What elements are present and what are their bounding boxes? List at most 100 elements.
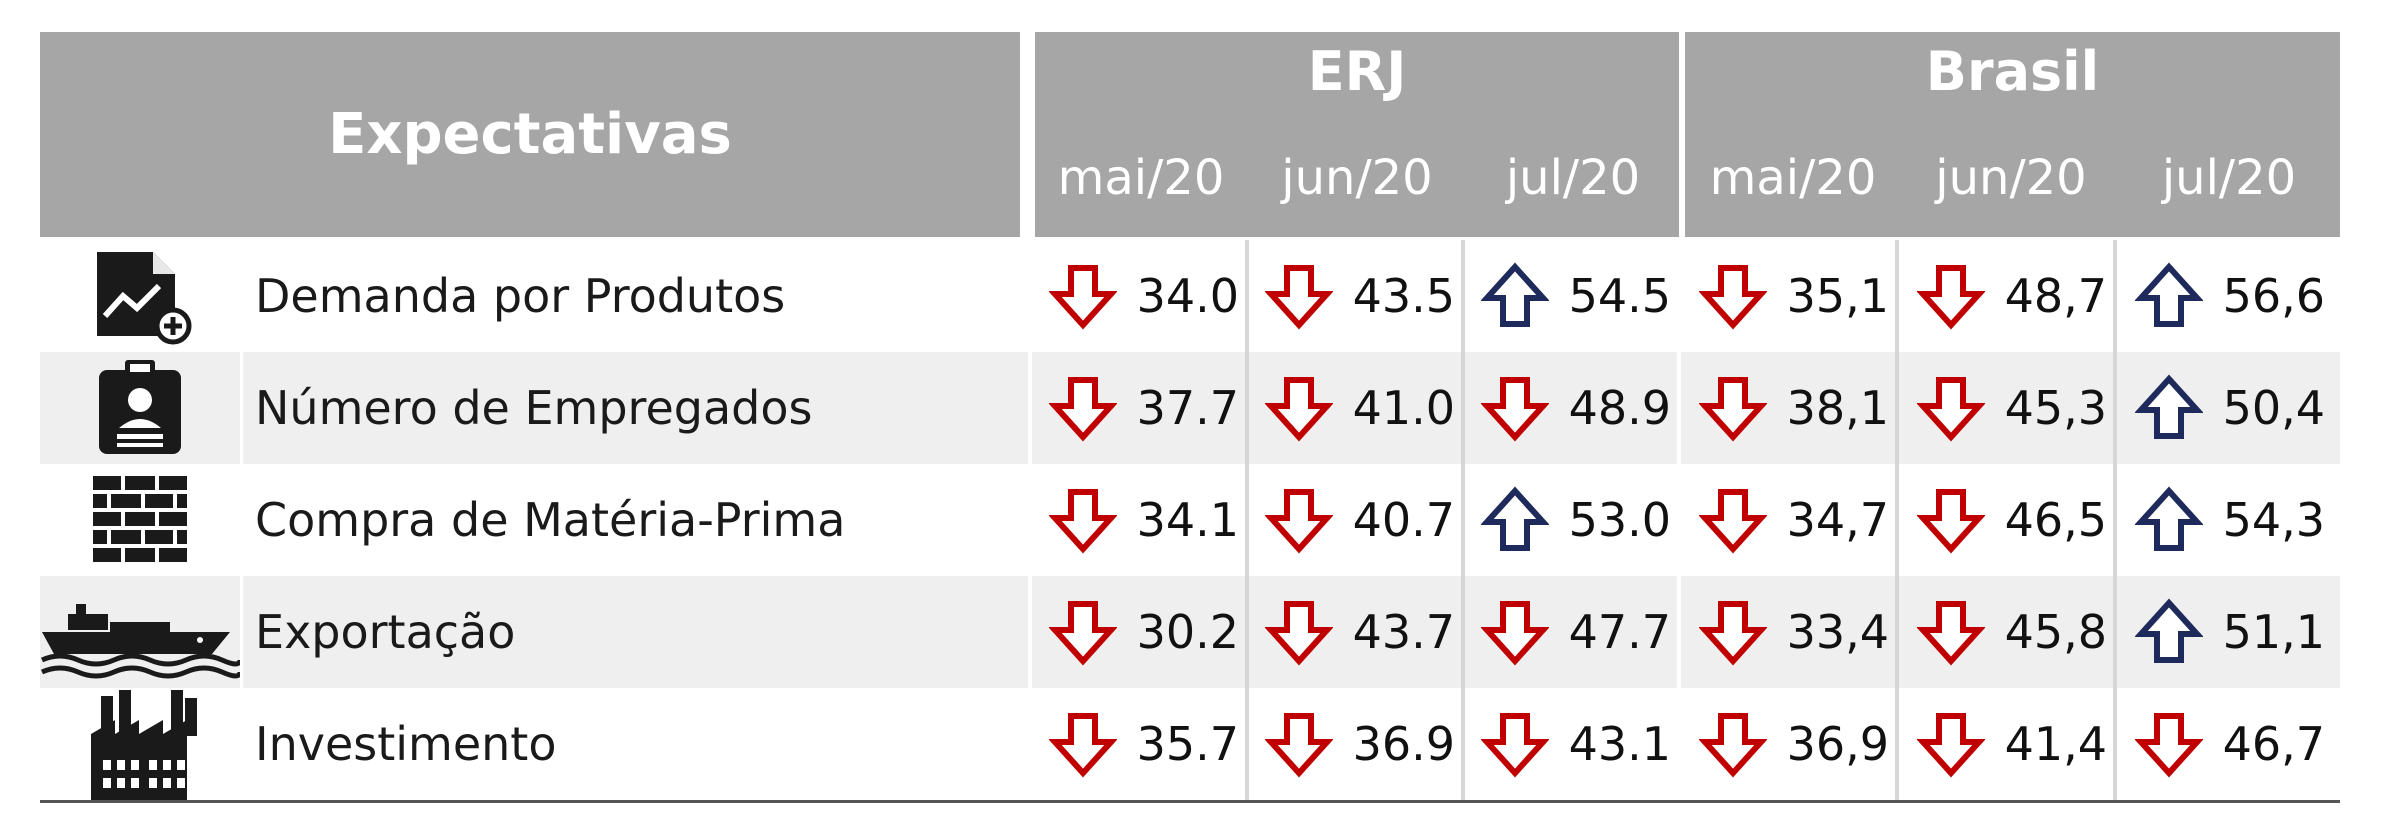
value: 38,1: [1786, 381, 1889, 435]
value-cell: 53.0: [1467, 464, 1679, 576]
period-label: mai/20: [1709, 150, 1877, 206]
value-cell: 46,5: [1903, 464, 2115, 576]
table-row: Investimento 35.7 36.9 43.1 36,9 41,4 46,7: [40, 688, 2340, 800]
value-cell: 54.5: [1467, 240, 1679, 352]
value: 54.5: [1568, 269, 1671, 323]
value-cell: 37.7: [1035, 352, 1247, 464]
value: 33,4: [1786, 605, 1889, 659]
table-row: Exportação 30.2 43.7 47.7 33,4 45,8 51,1: [40, 576, 2340, 688]
value: 35.7: [1136, 717, 1239, 771]
value: 36,9: [1786, 717, 1889, 771]
cargo-ship-icon: [40, 576, 240, 688]
value: 43.5: [1352, 269, 1455, 323]
expectations-table: Expectativas ERJ mai/20 jun/20 jul/20 Br…: [40, 32, 2340, 803]
value-cell: 48,7: [1903, 240, 2115, 352]
value: 43.7: [1352, 605, 1455, 659]
value-cell: 43.7: [1251, 576, 1463, 688]
factory-icon: [40, 688, 240, 800]
value: 47.7: [1568, 605, 1671, 659]
value-cell: 45,3: [1903, 352, 2115, 464]
table-row: Demanda por Produtos 34.0 43.5 54.5 35,1 48,7…: [40, 240, 2340, 352]
value: 34.0: [1136, 269, 1239, 323]
document-chart-plus-icon: [40, 240, 240, 352]
group-label: Brasil: [1925, 40, 2100, 103]
value-cell: 35.7: [1035, 688, 1247, 800]
value: 37.7: [1136, 381, 1239, 435]
value-cell: 43.1: [1467, 688, 1679, 800]
value: 50,4: [2222, 381, 2325, 435]
value-cell: 38,1: [1685, 352, 1897, 464]
header-divider: [1022, 32, 1035, 237]
period-label: jun/20: [1281, 150, 1433, 206]
group-label: ERJ: [1307, 40, 1407, 103]
cell-divider: [240, 464, 243, 576]
header-cell: [40, 32, 1020, 237]
column-divider: [1245, 240, 1249, 800]
value: 51,1: [2222, 605, 2325, 659]
value-cell: 54,3: [2121, 464, 2333, 576]
cell-divider: [240, 688, 243, 800]
value: 36.9: [1352, 717, 1455, 771]
column-divider: [1028, 240, 1032, 800]
group-header-brasil: Brasil mai/20 jun/20 jul/20: [1685, 32, 2340, 237]
value: 45,3: [2004, 381, 2107, 435]
table-row: Compra de Matéria-Prima 34.1 40.7 53.0 34,7 4…: [40, 464, 2340, 576]
value: 54,3: [2222, 493, 2325, 547]
value: 48.9: [1568, 381, 1671, 435]
value: 56,6: [2222, 269, 2325, 323]
value-cell: 51,1: [2121, 576, 2333, 688]
row-label: Investimento: [255, 717, 557, 771]
value-cell: 34.1: [1035, 464, 1247, 576]
value: 41.0: [1352, 381, 1455, 435]
period-label: jul/20: [2161, 150, 2297, 206]
employee-badge-icon: [40, 352, 240, 464]
value-cell: 41.0: [1251, 352, 1463, 464]
column-divider: [1895, 240, 1899, 800]
value: 30.2: [1136, 605, 1239, 659]
column-divider: [2113, 240, 2117, 800]
value: 34,7: [1786, 493, 1889, 547]
value-cell: 48.9: [1467, 352, 1679, 464]
row-label: Exportação: [255, 605, 516, 659]
row-label: Compra de Matéria-Prima: [255, 493, 846, 547]
cell-divider: [240, 576, 243, 688]
value: 35,1: [1786, 269, 1889, 323]
brick-wall-icon: [40, 464, 240, 576]
column-divider: [1677, 240, 1681, 800]
group-header-erj: ERJ mai/20 jun/20 jul/20: [1035, 32, 1679, 237]
value: 48,7: [2004, 269, 2107, 323]
value-cell: 56,6: [2121, 240, 2333, 352]
period-label: mai/20: [1057, 150, 1225, 206]
period-label: jul/20: [1505, 150, 1641, 206]
value-cell: 34.0: [1035, 240, 1247, 352]
value: 46,7: [2222, 717, 2325, 771]
header-title: Expectativas: [328, 102, 732, 167]
value-cell: 46,7: [2121, 688, 2333, 800]
value: 40.7: [1352, 493, 1455, 547]
value: 53.0: [1568, 493, 1671, 547]
value-cell: 30.2: [1035, 576, 1247, 688]
value: 46,5: [2004, 493, 2107, 547]
cell-divider: [240, 240, 243, 352]
value-cell: 35,1: [1685, 240, 1897, 352]
row-label: Número de Empregados: [255, 381, 813, 435]
value-cell: 45,8: [1903, 576, 2115, 688]
value: 43.1: [1568, 717, 1671, 771]
bottom-rule: [40, 800, 2340, 803]
table-row: Número de Empregados 37.7 41.0 48.9 38,1 45,3…: [40, 352, 2340, 464]
value: 41,4: [2004, 717, 2107, 771]
value-cell: 40.7: [1251, 464, 1463, 576]
value-cell: 43.5: [1251, 240, 1463, 352]
value-cell: 36.9: [1251, 688, 1463, 800]
value-cell: 47.7: [1467, 576, 1679, 688]
value: 45,8: [2004, 605, 2107, 659]
value-cell: 50,4: [2121, 352, 2333, 464]
value-cell: 34,7: [1685, 464, 1897, 576]
row-label: Demanda por Produtos: [255, 269, 786, 323]
column-divider: [1461, 240, 1465, 800]
period-label: jun/20: [1935, 150, 2087, 206]
value-cell: 36,9: [1685, 688, 1897, 800]
value-cell: 41,4: [1903, 688, 2115, 800]
cell-divider: [240, 352, 243, 464]
value-cell: 33,4: [1685, 576, 1897, 688]
